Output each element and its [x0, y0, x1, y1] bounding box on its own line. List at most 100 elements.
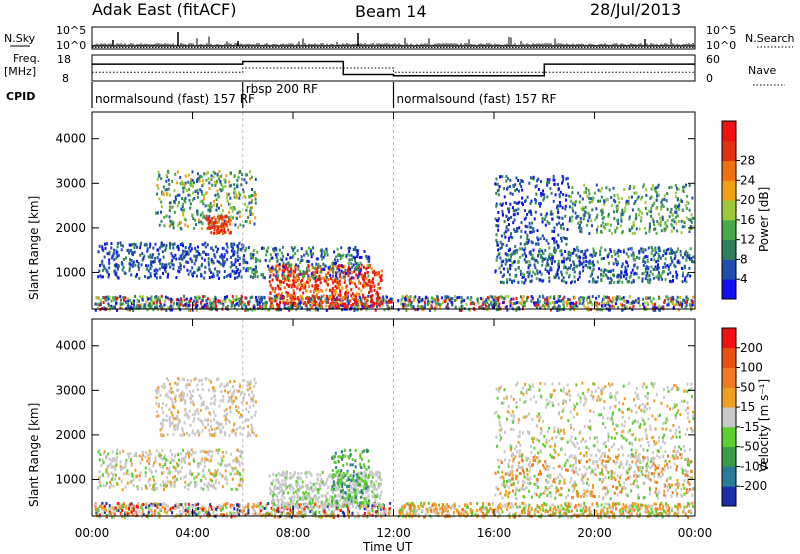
echo-cell: [390, 305, 393, 309]
echo-cell: [185, 305, 188, 309]
echo-cell: [121, 503, 124, 507]
echo-cell: [380, 274, 383, 278]
echo-cell: [112, 296, 115, 300]
echo-cell: [509, 248, 511, 252]
echo-cell: [433, 308, 436, 312]
echo-cell: [512, 252, 515, 256]
echo-cell: [370, 297, 373, 301]
echo-cell: [321, 305, 324, 309]
echo-cell: [318, 278, 321, 281]
echo-cell: [239, 302, 242, 306]
echo-cell: [236, 308, 239, 312]
echo-cell: [279, 300, 281, 304]
echo-cell: [571, 305, 574, 309]
echo-cell: [287, 291, 289, 295]
echo-cell: [123, 516, 126, 519]
echo-cell: [610, 204, 613, 208]
echo-cell: [645, 188, 647, 192]
echo-cell: [216, 229, 219, 232]
echo-cell: [572, 260, 575, 264]
echo-cell: [504, 295, 507, 299]
echo-cell: [250, 194, 253, 198]
echo-cell: [345, 254, 348, 258]
echo-cell: [509, 235, 512, 239]
echo-cell: [256, 299, 259, 302]
echo-cell: [631, 232, 634, 235]
echo-cell: [610, 278, 613, 282]
echo-cell: [189, 269, 192, 273]
echo-cell: [592, 277, 595, 281]
echo-cell: [205, 178, 208, 182]
echo-cell: [557, 298, 560, 302]
echo-cell: [131, 506, 134, 510]
echo-cell: [115, 249, 118, 253]
echo-cell: [567, 256, 570, 260]
echo-cell: [176, 193, 179, 197]
echo-cell: [160, 509, 162, 512]
echo-cell: [136, 273, 138, 277]
echo-cell: [647, 296, 650, 300]
echo-cell: [548, 180, 550, 184]
echo-cell: [633, 271, 636, 275]
echo-cell: [684, 250, 687, 254]
echo-cell: [527, 264, 530, 268]
echo-cell: [337, 303, 340, 307]
echo-cell: [196, 191, 199, 195]
echo-cell: [250, 175, 253, 179]
echo-cell: [146, 296, 149, 299]
echo-cell: [259, 501, 262, 505]
echo-cell: [660, 306, 663, 310]
echo-cell: [116, 308, 119, 312]
echo-cell: [240, 275, 243, 279]
echo-cell: [165, 188, 168, 192]
echo-cell: [563, 279, 566, 283]
echo-cell: [613, 194, 616, 197]
echo-cell: [437, 298, 440, 302]
echo-cell: [312, 252, 315, 256]
echo-cell: [623, 188, 626, 191]
echo-cell: [211, 217, 213, 221]
echo-cell: [195, 257, 198, 261]
echo-cell: [523, 301, 525, 305]
echo-cell: [524, 224, 527, 228]
echo-cell: [248, 299, 251, 303]
echo-cell: [247, 505, 249, 509]
echo-cell: [380, 507, 383, 511]
echo-cell: [179, 302, 182, 306]
echo-cell: [527, 275, 530, 279]
echo-cell: [650, 206, 653, 210]
colorbar-swatch: [722, 121, 736, 142]
echo-cell: [531, 241, 534, 245]
echo-cell: [206, 226, 209, 230]
echo-cell: [128, 266, 131, 270]
echo-cell: [207, 216, 210, 220]
echo-cell: [130, 259, 133, 263]
echo-cell: [492, 303, 495, 307]
echo-cell: [512, 221, 515, 225]
echo-cell: [454, 305, 457, 309]
echo-cell: [321, 289, 324, 293]
echo-cell: [166, 296, 169, 300]
echo-cell: [369, 300, 372, 304]
echo-cell: [154, 274, 157, 278]
echo-cell: [340, 264, 343, 268]
echo-cell: [292, 507, 295, 511]
echo-cell: [338, 268, 341, 272]
echo-cell: [616, 263, 619, 267]
echo-cell: [652, 276, 655, 280]
echo-cell: [570, 199, 573, 203]
echo-cell: [388, 306, 390, 310]
echo-cell: [501, 275, 504, 278]
echo-cell: [404, 303, 407, 307]
echo-cell: [155, 211, 157, 215]
echo-cell: [536, 271, 539, 275]
echo-cell: [667, 272, 669, 276]
echo-cell: [548, 252, 551, 256]
echo-cell: [289, 274, 292, 278]
echo-cell: [112, 506, 115, 510]
echo-cell: [592, 196, 595, 200]
echo-cell: [530, 199, 533, 203]
echo-cell: [454, 295, 456, 298]
echo-cell: [466, 296, 469, 300]
echo-cell: [542, 304, 545, 308]
